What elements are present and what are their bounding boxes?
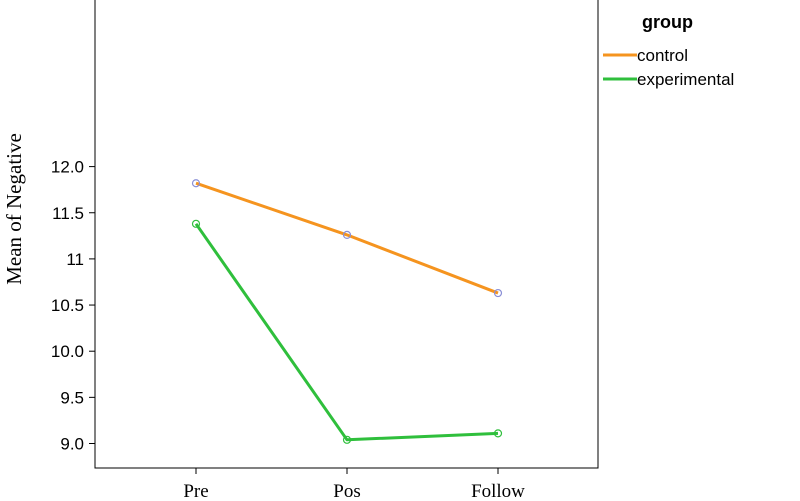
legend-title: group xyxy=(642,12,693,32)
x-axis: Pre Pos Follow xyxy=(183,468,525,501)
legend: group control experimental xyxy=(603,12,734,89)
data-point-control xyxy=(493,288,503,298)
data-point-control xyxy=(342,230,352,240)
data-point-experimental xyxy=(191,219,201,228)
legend-label-control: control xyxy=(637,46,688,65)
series-line-control xyxy=(195,181,499,295)
x-tick-label: Pos xyxy=(333,481,360,501)
series-layer xyxy=(191,179,503,444)
y-tick-label: 12.0 xyxy=(51,158,84,177)
y-axis: 12.0 11.5 11 10.5 10.0 9.5 9.0 xyxy=(51,158,95,454)
data-point-experimental xyxy=(493,429,503,438)
y-tick-label: 11 xyxy=(66,250,84,269)
x-tick-label: Follow xyxy=(471,481,525,501)
legend-label-experimental: experimental xyxy=(637,70,734,89)
y-axis-title: Mean of Negative xyxy=(2,133,26,285)
y-tick-label: 9.5 xyxy=(60,388,84,407)
data-point-control xyxy=(191,179,201,188)
y-tick-label: 11.5 xyxy=(52,204,84,223)
series-line-experimental xyxy=(194,222,499,442)
y-tick-label: 10.5 xyxy=(51,296,84,315)
y-tick-label: 10.0 xyxy=(51,342,84,361)
x-tick-label: Pre xyxy=(183,481,208,501)
data-point-experimental xyxy=(342,435,352,444)
y-tick-label: 9.0 xyxy=(60,435,84,454)
